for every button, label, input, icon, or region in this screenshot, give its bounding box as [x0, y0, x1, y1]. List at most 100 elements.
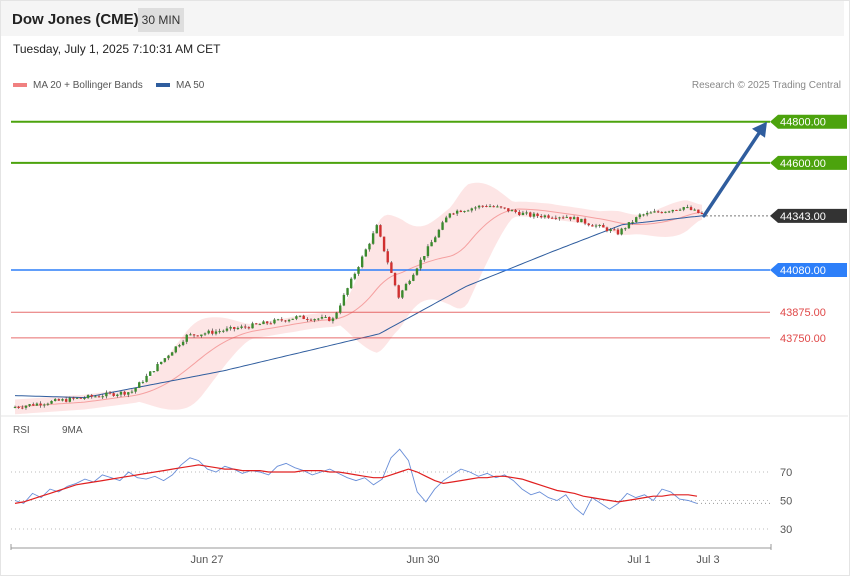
candle-body — [481, 205, 484, 207]
candle-body — [415, 268, 419, 275]
candle — [408, 279, 411, 286]
candle — [404, 282, 408, 291]
candle-body — [700, 213, 704, 215]
candle — [46, 402, 50, 406]
candle — [649, 211, 653, 214]
candle-body — [309, 319, 313, 321]
instrument-title: Dow Jones (CME) — [12, 11, 139, 28]
candle — [130, 389, 134, 394]
candle — [700, 211, 704, 215]
candle-body — [547, 215, 550, 218]
candle — [145, 373, 148, 383]
candle — [13, 405, 17, 409]
candle-body — [496, 206, 499, 208]
candle-body — [382, 236, 386, 252]
candle-body — [134, 387, 137, 392]
candle-body — [207, 330, 210, 334]
candle-body — [675, 209, 678, 211]
x-tick-label: Jul 3 — [696, 554, 719, 566]
bollinger-band — [15, 182, 702, 415]
candle-body — [203, 333, 207, 335]
candle-body — [116, 394, 119, 396]
timeframe-badge[interactable]: 30 MIN — [138, 8, 184, 32]
candle — [192, 334, 196, 338]
candle-body — [452, 213, 455, 215]
candle-body — [649, 212, 653, 214]
ma50-swatch — [156, 83, 170, 88]
candle — [262, 320, 265, 325]
candle — [613, 227, 616, 231]
candle-body — [390, 262, 393, 273]
target-tag — [770, 155, 847, 170]
candle-body — [401, 290, 404, 298]
candle — [21, 405, 24, 410]
candle-body — [605, 227, 609, 232]
candle-body — [565, 216, 568, 218]
candle-body — [412, 274, 415, 281]
candle-body — [141, 381, 145, 383]
candle — [39, 401, 42, 408]
candle — [247, 326, 251, 330]
candle-body — [434, 237, 437, 243]
candle — [620, 227, 623, 236]
candle — [565, 214, 568, 218]
candle-body — [273, 319, 276, 324]
candle-body — [638, 214, 642, 218]
x-tick-label: Jun 30 — [406, 554, 439, 566]
candle-body — [342, 294, 346, 306]
candle — [583, 217, 587, 226]
candle-body — [536, 213, 539, 216]
candle-body — [470, 208, 473, 211]
candle — [64, 396, 68, 403]
x-tick-label: Jun 27 — [190, 554, 223, 566]
candle — [645, 210, 649, 217]
candle-body — [609, 229, 612, 232]
candle — [572, 215, 576, 220]
candle — [229, 325, 232, 331]
candle-body — [419, 259, 422, 269]
x-tick-label: Jul 1 — [627, 554, 650, 566]
candle-body — [291, 318, 294, 320]
candle — [68, 396, 72, 403]
candle — [233, 326, 236, 332]
candle — [525, 210, 528, 216]
candle — [53, 397, 57, 402]
candle — [485, 204, 488, 208]
candle-body — [499, 206, 503, 208]
candle-body — [53, 399, 57, 401]
candle-body — [83, 397, 86, 399]
candle — [591, 223, 594, 227]
candle — [576, 216, 579, 223]
candle-body — [225, 328, 229, 331]
candle — [401, 289, 404, 300]
candle — [624, 227, 627, 231]
candle — [342, 293, 346, 307]
candle — [189, 332, 192, 336]
candle-body — [50, 400, 53, 404]
candle-body — [105, 392, 108, 397]
candle-body — [474, 207, 477, 209]
candle — [306, 317, 309, 322]
candle — [693, 208, 696, 211]
candle — [656, 210, 660, 214]
candle — [138, 381, 141, 388]
candle — [518, 210, 521, 217]
candle-body — [485, 205, 488, 207]
candle-body — [375, 225, 378, 234]
candle — [554, 215, 558, 220]
candle-body — [262, 321, 265, 325]
candle — [159, 361, 163, 365]
candle — [463, 210, 466, 213]
candle-body — [697, 209, 700, 214]
candle-body — [170, 352, 174, 356]
candle-body — [152, 371, 156, 373]
candle — [382, 236, 386, 253]
candle — [90, 393, 93, 399]
projection-arrow-shaft — [702, 129, 762, 218]
candle — [540, 214, 543, 219]
candle — [459, 209, 463, 213]
candle-body — [28, 404, 31, 406]
candle-body — [75, 397, 79, 399]
candle-body — [339, 305, 342, 313]
